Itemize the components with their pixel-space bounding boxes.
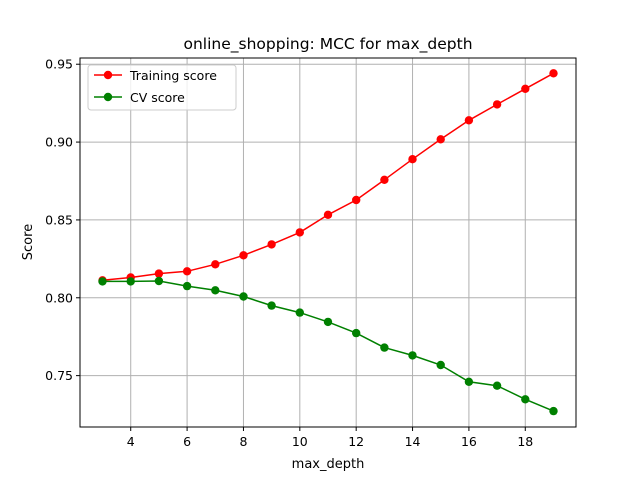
x-axis-label: max_depth bbox=[292, 457, 365, 472]
data-point bbox=[352, 195, 361, 205]
data-point bbox=[380, 175, 389, 184]
data-point bbox=[182, 281, 192, 291]
data-point bbox=[323, 317, 333, 327]
data-point bbox=[323, 210, 333, 219]
x-tick-label: 10 bbox=[292, 434, 308, 449]
legend-label-training: Training score bbox=[129, 68, 217, 83]
axis-ticks: 4 6 8 10 12 14 16 18 0.75 0.80 0.85 0.90 0.95 bbox=[45, 57, 533, 449]
y-tick-label: 0.95 bbox=[45, 57, 73, 72]
data-point bbox=[492, 100, 502, 109]
data-point bbox=[239, 251, 248, 260]
data-point bbox=[154, 276, 164, 286]
x-tick-label: 6 bbox=[183, 434, 191, 449]
data-point bbox=[408, 155, 417, 164]
data-point bbox=[436, 135, 445, 144]
x-tick-label: 4 bbox=[127, 434, 135, 449]
data-point bbox=[549, 69, 558, 78]
data-point bbox=[521, 84, 530, 94]
data-point bbox=[211, 260, 220, 269]
x-tick-label: 18 bbox=[517, 434, 533, 449]
data-point bbox=[267, 240, 276, 249]
data-point bbox=[380, 343, 389, 352]
y-tick-label: 0.75 bbox=[45, 368, 73, 383]
y-axis-label: Score bbox=[21, 224, 36, 260]
legend: Training score CV score bbox=[87, 64, 237, 111]
data-point bbox=[521, 395, 530, 404]
x-tick-label: 12 bbox=[348, 434, 364, 449]
data-point bbox=[464, 377, 474, 386]
data-point bbox=[408, 351, 417, 360]
grid bbox=[80, 58, 576, 427]
data-point bbox=[436, 360, 445, 370]
x-tick-label: 16 bbox=[461, 434, 477, 449]
data-point bbox=[211, 286, 220, 295]
data-point bbox=[464, 116, 474, 125]
legend-label-cv: CV score bbox=[130, 90, 185, 105]
data-point bbox=[352, 328, 361, 338]
series-1 bbox=[98, 276, 558, 416]
y-tick-label: 0.90 bbox=[45, 135, 73, 150]
data-point bbox=[239, 292, 248, 301]
data-point bbox=[492, 381, 502, 390]
data-point bbox=[154, 269, 164, 278]
y-tick-label: 0.80 bbox=[45, 290, 73, 305]
legend-box bbox=[87, 64, 237, 111]
data-point bbox=[98, 277, 107, 286]
plot-frame bbox=[79, 57, 577, 428]
data-point bbox=[549, 406, 558, 416]
data-point bbox=[267, 301, 276, 310]
legend-marker-cv bbox=[103, 92, 113, 102]
chart-title: online_shopping: MCC for max_depth bbox=[183, 35, 472, 54]
x-tick-label: 8 bbox=[239, 434, 247, 449]
data-point bbox=[126, 277, 135, 286]
legend-marker-training bbox=[103, 70, 113, 80]
y-tick-label: 0.85 bbox=[45, 212, 73, 227]
x-tick-label: 14 bbox=[405, 434, 421, 449]
series-line bbox=[102, 280, 554, 412]
data-point bbox=[295, 308, 304, 317]
series bbox=[98, 69, 558, 416]
data-point bbox=[295, 228, 304, 237]
data-point bbox=[182, 267, 192, 276]
